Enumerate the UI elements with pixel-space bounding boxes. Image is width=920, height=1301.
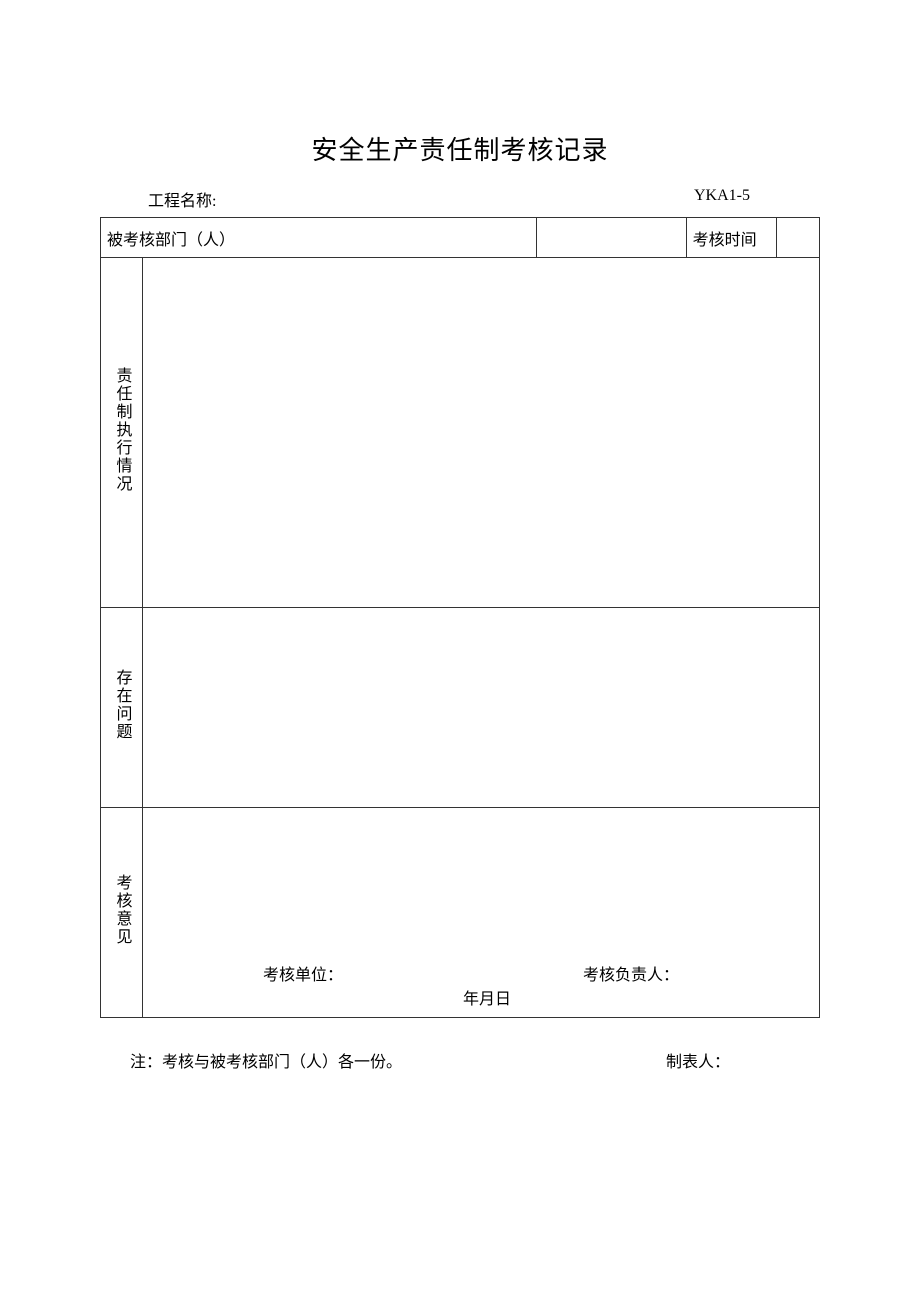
- assessed-dept-label: 被考核部门（人）: [101, 218, 537, 258]
- assessment-time-label: 考核时间: [686, 218, 776, 258]
- assessment-person-label: 考核负责人：: [583, 961, 679, 985]
- problems-label-cell: 存在问题: [101, 608, 143, 808]
- assessment-time-value: [776, 218, 819, 258]
- project-name-label: 工程名称:: [148, 187, 216, 211]
- form-code: YKA1-5: [694, 187, 750, 211]
- opinion-label: 考核意见: [110, 874, 134, 946]
- opinion-signatures: 考核单位： 考核负责人：: [143, 961, 819, 985]
- execution-row: 责任制执行情况: [101, 258, 820, 608]
- preparer-label: 制表人：: [666, 1048, 730, 1072]
- problems-label: 存在问题: [110, 669, 134, 741]
- table-header-row: 被考核部门（人） 考核时间: [101, 218, 820, 258]
- opinion-date-line: 年月日: [143, 985, 819, 1009]
- assessed-dept-value: [536, 218, 686, 258]
- document-title: 安全生产责任制考核记录: [100, 130, 820, 167]
- opinion-content-cell: 考核单位： 考核负责人： 年月日: [143, 808, 820, 1018]
- date-label: 年月日: [143, 985, 679, 1009]
- problems-content: [143, 608, 820, 808]
- footer-note: 注：考核与被考核部门（人）各一份。: [130, 1048, 402, 1072]
- footer-row: 注：考核与被考核部门（人）各一份。 制表人：: [100, 1048, 820, 1072]
- document-page: 安全生产责任制考核记录 工程名称: YKA1-5 被考核部门（人） 考核时间 责…: [0, 0, 920, 1072]
- problems-row: 存在问题: [101, 608, 820, 808]
- opinion-row: 考核意见 考核单位： 考核负责人： 年月日: [101, 808, 820, 1018]
- execution-content: [143, 258, 820, 608]
- opinion-label-cell: 考核意见: [101, 808, 143, 1018]
- execution-label-cell: 责任制执行情况: [101, 258, 143, 608]
- execution-label: 责任制执行情况: [110, 367, 134, 493]
- assessment-table: 被考核部门（人） 考核时间 责任制执行情况 存在问题 考核意见 考核单位：: [100, 217, 820, 1018]
- assessment-unit-label: 考核单位：: [263, 961, 343, 985]
- header-row: 工程名称: YKA1-5: [100, 187, 820, 217]
